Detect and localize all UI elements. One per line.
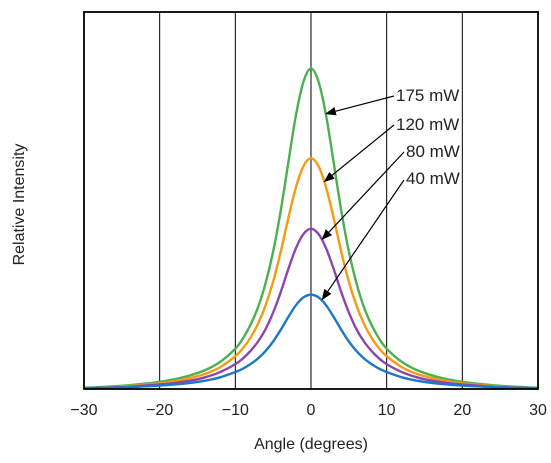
x-tick-label: −30 <box>70 402 97 419</box>
x-tick-label: −20 <box>146 402 173 419</box>
series-line-175-mw <box>83 67 539 390</box>
x-tick-label: 0 <box>307 402 316 419</box>
series-line-120-mw <box>83 157 539 390</box>
series-curves <box>83 67 539 390</box>
annotation-arrow <box>323 124 395 183</box>
series-line-80-mw <box>83 227 539 390</box>
series-annotations: 175 mW 120 mW 80 mW 40 mW <box>321 86 460 301</box>
x-tick-label: 20 <box>453 402 471 419</box>
series-line-40-mw <box>83 293 539 390</box>
annotation-label: 175 mW <box>396 86 459 105</box>
plot-frame <box>83 11 539 390</box>
x-tick-label: −10 <box>222 402 249 419</box>
annotation-label: 120 mW <box>396 115 459 134</box>
grid-lines <box>159 12 463 389</box>
annotation-arrow <box>321 151 405 241</box>
annotation-label: 40 mW <box>406 169 460 188</box>
annotation-label: 80 mW <box>406 142 460 161</box>
x-tick-label: 10 <box>378 402 396 419</box>
x-tick-label: 30 <box>529 402 547 419</box>
y-axis-label: Relative Intensity <box>11 144 28 266</box>
annotation-arrow <box>325 95 395 116</box>
annotation-arrow <box>321 179 405 301</box>
x-tick-labels: −30 −20 −10 0 10 20 30 <box>70 402 547 419</box>
x-axis-label: Angle (degrees) <box>254 436 368 453</box>
